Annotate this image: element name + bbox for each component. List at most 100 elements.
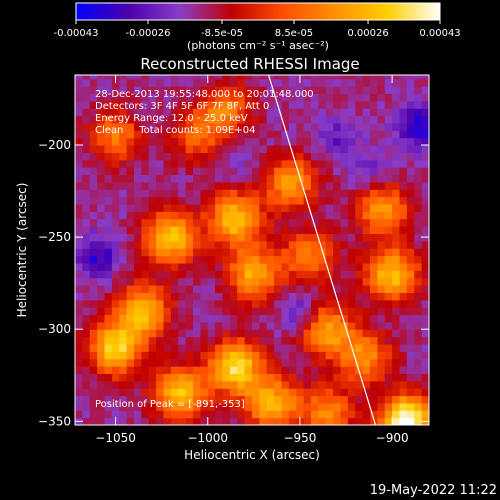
heatmap-cell	[207, 321, 216, 330]
heatmap-cell	[193, 108, 201, 117]
heatmap-cell	[347, 174, 356, 183]
heatmap-cell	[340, 122, 349, 131]
heatmap-cell	[156, 314, 165, 323]
heatmap-cell	[222, 299, 231, 308]
heatmap-cell	[178, 108, 187, 117]
heatmap-cell	[414, 203, 423, 212]
heatmap-cell	[399, 226, 408, 235]
heatmap-cell	[148, 108, 157, 117]
heatmap-cell	[325, 373, 334, 382]
heatmap-cell	[384, 240, 393, 249]
heatmap-cell	[340, 115, 349, 124]
heatmap-cell	[266, 314, 275, 323]
heatmap-cell	[111, 314, 120, 323]
heatmap-cell	[288, 78, 297, 87]
heatmap-cell	[237, 108, 246, 117]
heatmap-cell	[325, 137, 334, 146]
heatmap-cell	[215, 270, 224, 279]
heatmap-cell	[126, 410, 135, 419]
heatmap-cell	[222, 292, 231, 301]
heatmap-cell	[377, 410, 386, 419]
heatmap-cell	[311, 307, 319, 316]
heatmap-cell	[134, 314, 142, 323]
heatmap-cell	[89, 292, 98, 301]
heatmap-cell	[229, 122, 238, 131]
heatmap-cell	[134, 167, 142, 176]
heatmap-cell	[200, 189, 209, 198]
heatmap-cell	[75, 78, 83, 87]
heatmap-cell	[163, 181, 172, 190]
heatmap-cell	[75, 285, 83, 293]
heatmap-cell	[207, 226, 216, 235]
heatmap-cell	[126, 329, 135, 338]
heatmap-cell	[414, 336, 423, 345]
heatmap-cell	[311, 196, 319, 205]
heatmap-cell	[318, 137, 327, 146]
heatmap-cell	[259, 292, 268, 301]
heatmap-cell	[259, 78, 268, 87]
heatmap-cell	[148, 299, 157, 308]
heatmap-cell	[340, 130, 349, 139]
heatmap-cell	[421, 255, 429, 264]
heatmap-cell	[355, 233, 364, 242]
heatmap-cell	[178, 373, 187, 382]
heatmap-cell	[75, 122, 83, 131]
heatmap-cell	[377, 358, 386, 367]
heatmap-cell	[244, 336, 253, 345]
heatmap-cell	[82, 321, 91, 330]
heatmap-cell	[126, 248, 135, 257]
heatmap-cell	[274, 277, 283, 286]
heatmap-cell	[75, 292, 83, 301]
heatmap-cell	[244, 358, 253, 367]
heatmap-cell	[75, 307, 83, 316]
heatmap-cell	[296, 189, 305, 198]
heatmap-cell	[377, 351, 386, 360]
heatmap-cell	[421, 167, 429, 176]
heatmap-cell	[421, 351, 429, 360]
heatmap-cell	[399, 373, 408, 382]
heatmap-cell	[119, 167, 128, 176]
heatmap-cell	[340, 343, 349, 352]
heatmap-cell	[281, 226, 290, 235]
heatmap-cell	[384, 255, 393, 264]
heatmap-cell	[163, 86, 172, 95]
heatmap-cell	[163, 196, 172, 205]
heatmap-cell	[207, 152, 216, 161]
heatmap-cell	[185, 152, 194, 161]
heatmap-cell	[244, 174, 253, 183]
heatmap-cell	[89, 314, 98, 323]
heatmap-cell	[178, 336, 187, 345]
heatmap-cell	[163, 233, 172, 242]
heatmap-cell	[200, 321, 209, 330]
heatmap-cell	[281, 307, 290, 316]
heatmap-cell	[111, 115, 120, 124]
heatmap-cell	[274, 189, 283, 198]
heatmap-cell	[355, 93, 364, 102]
heatmap-cell	[148, 240, 157, 249]
heatmap-cell	[89, 115, 98, 124]
heatmap-cell	[377, 226, 386, 235]
heatmap-cell	[126, 100, 135, 109]
heatmap-cell	[104, 299, 113, 308]
heatmap-cell	[237, 233, 246, 242]
heatmap-cell	[325, 108, 334, 117]
heatmap-cell	[75, 100, 83, 109]
heatmap-cell	[303, 410, 312, 419]
heatmap-cell	[163, 380, 172, 389]
heatmap-cell	[104, 108, 113, 117]
heatmap-cell	[170, 285, 179, 293]
heatmap-cell	[89, 248, 98, 257]
heatmap-cell	[193, 410, 201, 419]
heatmap-cell	[414, 262, 423, 271]
heatmap-cell	[252, 181, 260, 190]
heatmap-cell	[141, 159, 150, 168]
heatmap-cell	[325, 285, 334, 293]
heatmap-cell	[237, 395, 246, 404]
heatmap-cell	[392, 321, 401, 330]
heatmap-cell	[318, 277, 327, 286]
heatmap-cell	[318, 218, 327, 227]
heatmap-cell	[104, 100, 113, 109]
heatmap-cell	[288, 130, 297, 139]
heatmap-cell	[347, 255, 356, 264]
heatmap-cell	[384, 373, 393, 382]
